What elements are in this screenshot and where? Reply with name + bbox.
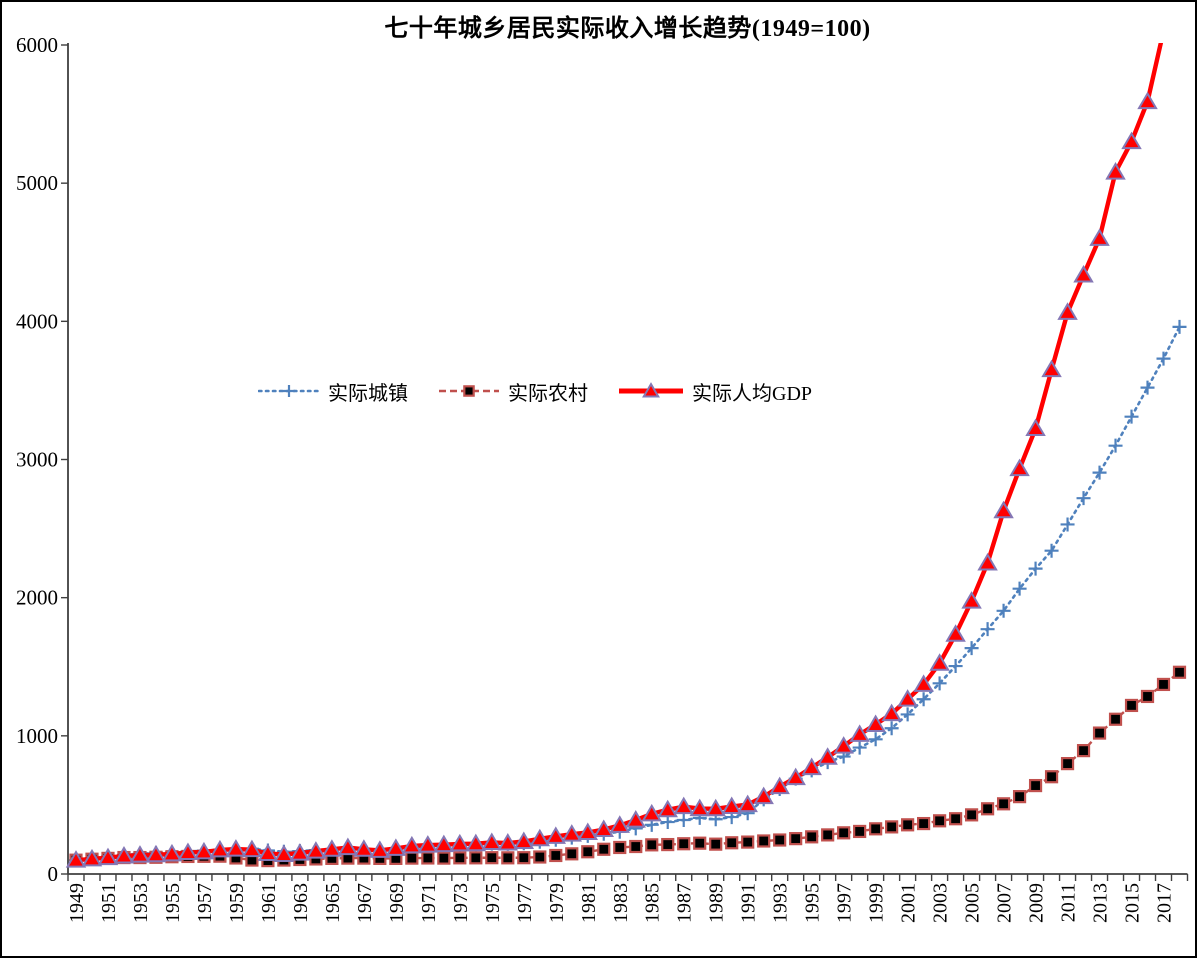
legend-label-gdp: 实际人均GDP [692, 382, 813, 405]
series-1 [69, 665, 1187, 868]
series-2 [65, 43, 1164, 868]
y-tick-label: 1000 [16, 724, 58, 748]
x-tick-label: 1985 [642, 883, 664, 923]
x-tick-label: 2015 [1122, 883, 1144, 923]
x-tick-label: 2013 [1090, 883, 1112, 923]
y-tick-label: 3000 [16, 448, 58, 472]
x-tick-label: 1963 [290, 883, 312, 923]
x-tick-label: 1979 [546, 883, 568, 923]
legend-item-rural: 实际农村 [438, 377, 588, 406]
x-tick-label: 1981 [578, 883, 600, 923]
legend-item-gdp: 实际人均GDP [618, 377, 812, 406]
x-tick-label: 1971 [418, 883, 440, 923]
x-tick-label: 1983 [610, 883, 632, 923]
series-2-line [75, 43, 1164, 863]
legend-item-urban: 实际城镇 [258, 377, 408, 406]
axes [67, 43, 1188, 875]
y-tick-label: 4000 [16, 309, 58, 333]
x-tick-label: 1997 [834, 883, 856, 923]
y-axis-ticks: 0 1000 2000 3000 4000 5000 6000 [16, 33, 68, 886]
x-tick-label: 1975 [482, 883, 504, 923]
legend-label-rural: 实际农村 [508, 382, 588, 405]
x-tick-label: 2007 [994, 883, 1016, 923]
x-tick-label: 1987 [674, 883, 696, 923]
y-tick-label: 0 [48, 862, 59, 886]
x-tick-label: 1955 [162, 883, 184, 923]
gdp-legend-marker [619, 382, 683, 398]
x-tick-label: 1993 [770, 883, 792, 923]
x-tick-label: 1949 [66, 883, 88, 923]
x-tick-label: 2009 [1026, 883, 1048, 923]
series-0-line [74, 325, 1181, 862]
legend-label-urban: 实际城镇 [328, 382, 408, 405]
x-tick-label: 1989 [706, 883, 728, 923]
x-tick-label: 1973 [450, 883, 472, 923]
x-tick-label: 2017 [1154, 883, 1176, 923]
series-1-markers [69, 665, 1187, 868]
y-tick-label: 6000 [16, 33, 58, 57]
x-tick-label: 1953 [130, 883, 152, 923]
x-tick-label: 2001 [898, 883, 920, 923]
chart-legend: 实际城镇 实际农村 实际人均GDP [258, 377, 812, 406]
x-tick-label: 1991 [738, 883, 760, 923]
x-tick-label: 1967 [354, 883, 376, 923]
x-axis-labels: 1949 1951 1953 1955 1957 1959 1961 1963 1965 1967… [66, 883, 1176, 923]
urban-legend-marker [258, 385, 320, 397]
x-tick-label: 2011 [1058, 883, 1080, 922]
x-tick-label: 1995 [802, 883, 824, 923]
x-axis-ticks [67, 874, 1189, 881]
series-2-markers [65, 91, 1158, 868]
x-tick-label: 1959 [226, 883, 248, 923]
x-tick-label: 1977 [514, 883, 536, 923]
y-tick-label: 5000 [16, 171, 58, 195]
series-1-line [75, 671, 1181, 862]
x-tick-label: 1961 [258, 883, 280, 923]
x-tick-label: 1969 [386, 883, 408, 923]
x-tick-label: 1951 [98, 883, 120, 923]
x-tick-label: 1999 [866, 883, 888, 923]
x-tick-label: 1965 [322, 883, 344, 923]
rural-legend-marker [439, 385, 499, 397]
x-tick-label: 1957 [194, 883, 216, 923]
x-tick-label: 2003 [930, 883, 952, 923]
y-tick-label: 2000 [16, 586, 58, 610]
x-tick-label: 2005 [962, 883, 984, 923]
chart-title: 七十年城乡居民实际收入增长趋势(1949=100) [384, 16, 871, 42]
